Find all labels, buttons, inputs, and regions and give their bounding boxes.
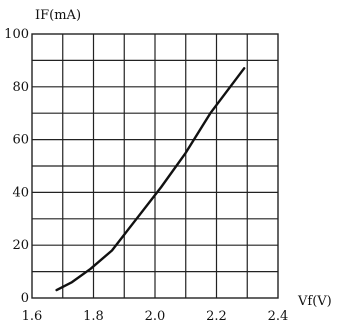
y-tick-label-40: 40 <box>12 185 29 200</box>
plot-frame <box>31 33 279 299</box>
x-tick-label-1.6: 1.6 <box>22 309 43 324</box>
y-axis-label: IF(mA) <box>35 8 81 23</box>
x-tick-label-2.2: 2.2 <box>206 309 227 324</box>
x-axis-label: Vf(V) <box>297 294 332 309</box>
x-tick-label-2.0: 2.0 <box>145 309 166 324</box>
x-tick-label-1.8: 1.8 <box>83 309 104 324</box>
horizontal-grid-lines <box>32 59 278 273</box>
y-tick-label-100: 100 <box>4 27 29 42</box>
y-tick-labels: 0 20 40 60 80 100 <box>4 27 29 306</box>
x-tick-label-2.4: 2.4 <box>268 309 289 324</box>
y-tick-label-60: 60 <box>12 133 29 148</box>
y-tick-label-0: 0 <box>21 291 29 306</box>
y-tick-label-80: 80 <box>12 80 29 95</box>
series-line <box>55 67 246 292</box>
y-tick-label-20: 20 <box>12 238 29 253</box>
x-tick-labels: 1.6 1.8 2.0 2.2 2.4 <box>22 309 289 324</box>
